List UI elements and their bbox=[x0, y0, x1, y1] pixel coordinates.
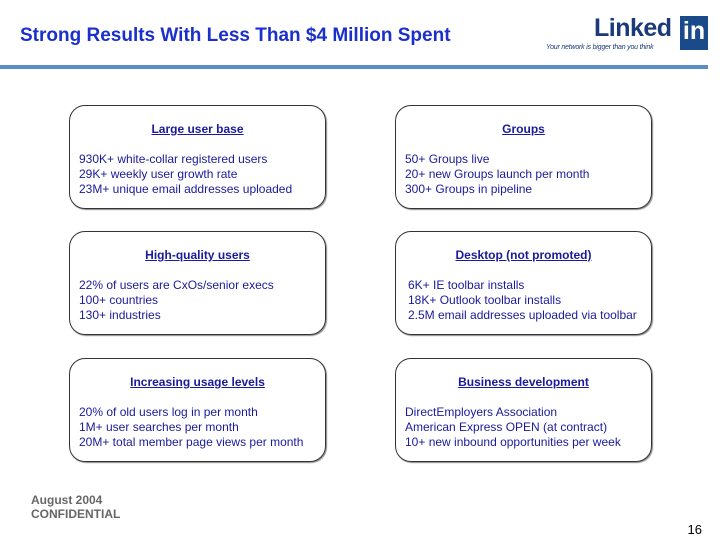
footer-confidential: CONFIDENTIAL bbox=[31, 507, 121, 521]
logo-word: Linked bbox=[594, 14, 672, 42]
box-heading: Desktop (not promoted) bbox=[455, 248, 592, 262]
list-item: 20% of old users log in per month bbox=[79, 405, 258, 419]
list-item: 22% of users are CxOs/senior execs bbox=[79, 278, 274, 292]
logo-tagline: Your network is bigger than you think bbox=[546, 44, 654, 51]
footer: August 2004 CONFIDENTIAL bbox=[31, 493, 120, 521]
list-item: 100+ countries bbox=[79, 293, 159, 307]
list-item: 930K+ white-collar registered users bbox=[79, 152, 268, 166]
box-heading: Increasing usage levels bbox=[130, 375, 265, 389]
box-groups: Groups 50+ Groups live 20+ new Groups lau… bbox=[395, 105, 652, 209]
list-item: 300+ Groups in pipeline bbox=[405, 182, 533, 196]
box-business-development: Business development DirectEmployers Ass… bbox=[395, 358, 652, 462]
list-item: 29K+ weekly user growth rate bbox=[79, 167, 238, 181]
footer-date: August 2004 bbox=[31, 493, 103, 507]
box-heading: Groups bbox=[502, 122, 545, 136]
list-item: 20+ new Groups launch per month bbox=[405, 167, 590, 181]
list-item: 50+ Groups live bbox=[405, 152, 490, 166]
page-number: 16 bbox=[687, 522, 702, 537]
list-item: 20M+ total member page views per month bbox=[79, 435, 304, 449]
slide-title: Strong Results With Less Than $4 Million… bbox=[20, 25, 451, 46]
box-large-user-base: Large user base 930K+ white-collar regis… bbox=[69, 105, 326, 209]
list-item: 18K+ Outlook toolbar installs bbox=[408, 293, 562, 307]
list-item: 1M+ user searches per month bbox=[79, 420, 239, 434]
box-desktop: Desktop (not promoted) 6K+ IE toolbar in… bbox=[395, 231, 652, 335]
box-increasing-usage: Increasing usage levels 20% of old users… bbox=[69, 358, 326, 462]
linkedin-logo: Linked in Your network is bigger than yo… bbox=[546, 14, 708, 52]
box-high-quality-users: High-quality users 22% of users are CxOs… bbox=[69, 231, 326, 335]
list-item: American Express OPEN (at contract) bbox=[405, 420, 608, 434]
header-divider bbox=[0, 65, 708, 69]
box-heading: Large user base bbox=[151, 122, 244, 136]
box-heading: High-quality users bbox=[145, 248, 250, 262]
list-item: 2.5M email addresses uploaded via toolba… bbox=[408, 308, 637, 322]
list-item: 6K+ IE toolbar installs bbox=[408, 278, 525, 292]
box-heading: Business development bbox=[458, 375, 589, 389]
logo-in-badge: in bbox=[680, 16, 708, 50]
list-item: 10+ new inbound opportunities per week bbox=[405, 435, 621, 449]
list-item: 23M+ unique email addresses uploaded bbox=[79, 182, 293, 196]
list-item: DirectEmployers Association bbox=[405, 405, 558, 419]
list-item: 130+ industries bbox=[79, 308, 161, 322]
